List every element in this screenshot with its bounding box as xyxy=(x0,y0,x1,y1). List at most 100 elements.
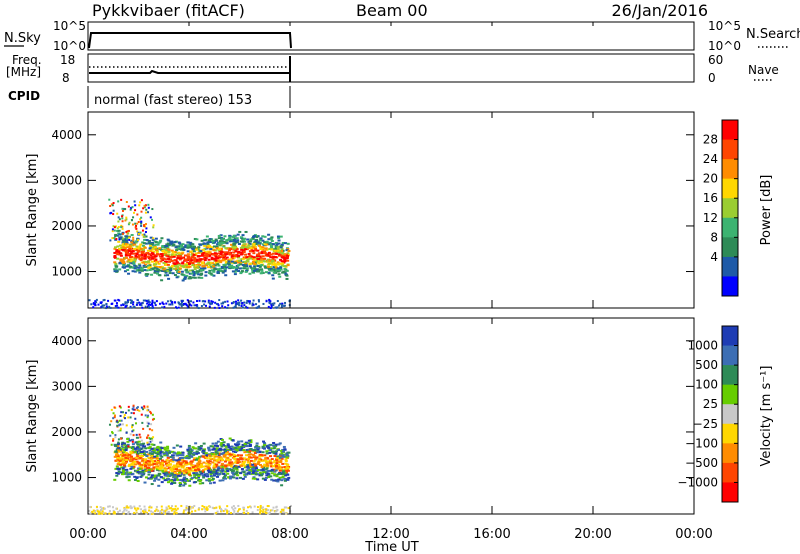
echo-cell xyxy=(274,452,278,455)
echo-cell xyxy=(248,243,252,246)
echo-cell xyxy=(248,450,252,453)
echo-cell xyxy=(128,248,132,251)
echo-cell xyxy=(205,479,209,482)
echo-cell xyxy=(248,445,252,448)
echo-cell xyxy=(261,243,265,246)
echo-cell xyxy=(270,240,274,243)
echo-cell xyxy=(207,467,211,470)
echo-cell xyxy=(230,445,234,448)
echo-cell xyxy=(253,448,257,451)
echo-cell xyxy=(185,274,189,277)
echo-cell xyxy=(275,306,278,309)
power-frame xyxy=(87,111,695,309)
echo-cell xyxy=(272,255,276,258)
echo-cell xyxy=(134,226,137,229)
echo-cell xyxy=(188,462,192,465)
echo-cell xyxy=(229,475,233,478)
echo-cell xyxy=(252,262,256,265)
echo-cell xyxy=(212,507,215,510)
echo-cell xyxy=(177,458,181,461)
echo-cell xyxy=(218,453,222,456)
echo-cell xyxy=(117,216,120,219)
echo-cell xyxy=(153,455,157,458)
echo-cell xyxy=(186,246,190,249)
echo-cell xyxy=(117,470,121,473)
echo-cell xyxy=(258,455,262,458)
echo-cell xyxy=(157,472,161,475)
echo-cell xyxy=(237,264,241,267)
echo-cell xyxy=(207,262,211,265)
echo-cell xyxy=(150,447,154,450)
echo-cell xyxy=(179,303,182,306)
echo-cell xyxy=(197,273,201,276)
echo-cell xyxy=(176,478,180,481)
echo-cell xyxy=(205,459,209,462)
echo-cell xyxy=(112,209,115,212)
echo-cell xyxy=(153,474,157,477)
echo-cell xyxy=(127,465,131,468)
echo-cell xyxy=(146,453,150,456)
echo-cell xyxy=(158,457,162,460)
echo-cell xyxy=(135,509,138,512)
echo-cell xyxy=(171,460,175,463)
echo-cell xyxy=(124,302,127,305)
echo-cell xyxy=(164,467,168,470)
echo-cell xyxy=(281,450,285,453)
echo-cell xyxy=(282,470,286,473)
echo-cell xyxy=(131,266,135,269)
echo-cell xyxy=(165,451,169,454)
echo-cell xyxy=(167,254,171,257)
echo-cell xyxy=(251,449,255,452)
echo-cell xyxy=(148,428,151,431)
echo-cell xyxy=(286,469,290,472)
echo-cell xyxy=(180,252,184,255)
echo-cell xyxy=(223,251,227,254)
echo-cell xyxy=(156,474,160,477)
echo-cell xyxy=(174,246,178,249)
echo-cell xyxy=(171,508,174,511)
echo-cell xyxy=(263,265,267,268)
echo-cell xyxy=(202,450,206,453)
echo-cell xyxy=(197,469,201,472)
echo-cell xyxy=(221,271,225,274)
echo-cell xyxy=(142,472,146,475)
echo-cell xyxy=(197,246,201,249)
echo-cell xyxy=(207,299,210,302)
echo-cell xyxy=(168,450,172,453)
echo-cell xyxy=(156,272,160,275)
echo-cell xyxy=(153,271,157,274)
echo-cell xyxy=(193,276,197,279)
echo-cell xyxy=(226,510,229,513)
echo-cell xyxy=(159,463,163,466)
echo-cell xyxy=(215,460,219,463)
echo-cell xyxy=(191,464,195,467)
cpid-label: CPID xyxy=(8,89,40,103)
echo-cell xyxy=(257,446,261,449)
echo-cell xyxy=(164,271,168,274)
echo-cell xyxy=(171,473,175,476)
echo-cell xyxy=(148,437,151,440)
echo-cell xyxy=(122,512,125,515)
echo-cell xyxy=(253,259,257,262)
echo-cell xyxy=(193,467,197,470)
echo-cell xyxy=(151,246,155,249)
echo-cell xyxy=(182,472,186,475)
echo-cell xyxy=(139,511,142,514)
echo-cell xyxy=(259,246,263,249)
echo-cell xyxy=(190,467,194,470)
echo-cell xyxy=(137,449,141,452)
echo-cell xyxy=(175,444,179,447)
echo-cell xyxy=(188,272,192,275)
echo-cell xyxy=(221,242,225,245)
echo-cell xyxy=(192,253,196,256)
echo-cell xyxy=(180,305,183,308)
echo-cell xyxy=(139,267,143,270)
echo-cell xyxy=(223,448,227,451)
echo-cell xyxy=(191,261,195,264)
echo-cell xyxy=(124,219,127,222)
echo-cell xyxy=(172,451,176,454)
echo-cell xyxy=(121,463,125,466)
echo-cell xyxy=(229,247,233,250)
echo-cell xyxy=(186,244,190,247)
echo-cell xyxy=(124,445,128,448)
